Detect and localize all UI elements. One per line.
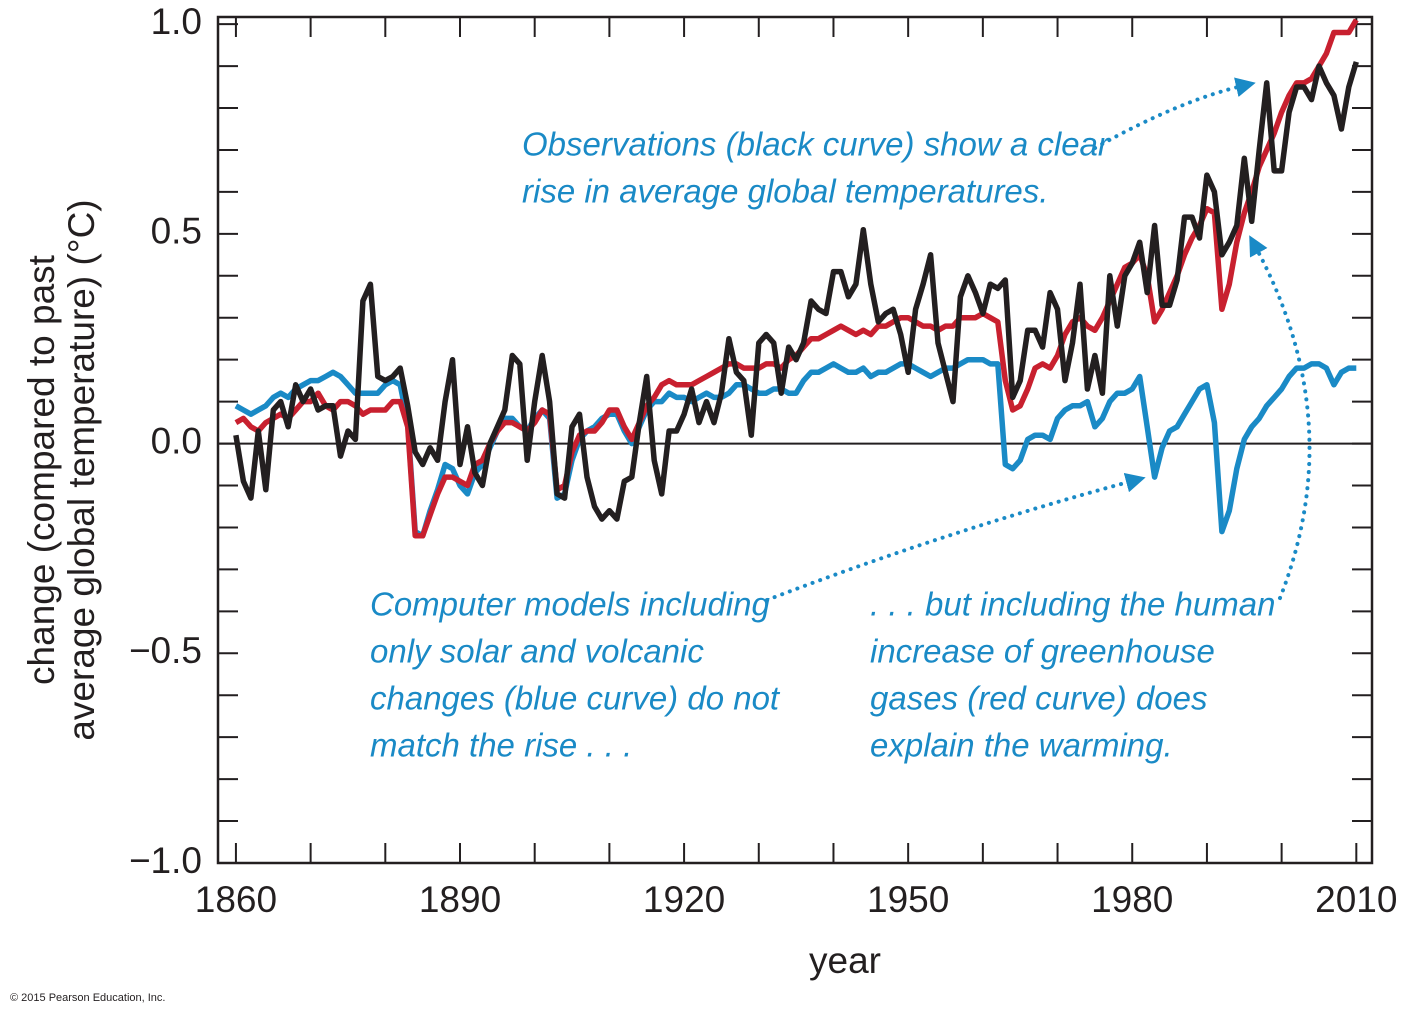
credit: © 2015 Pearson Education, Inc. bbox=[10, 992, 165, 1004]
annotation-line: changes (blue curve) do not bbox=[370, 680, 781, 717]
x-tick-label: 1890 bbox=[419, 879, 501, 920]
y-tick-label: −1.0 bbox=[129, 840, 202, 881]
annotation-line: match the rise . . . bbox=[370, 727, 632, 764]
annotation-line: only solar and volcanic bbox=[370, 633, 704, 670]
y-axis-label-line: average global temperature) (°C) bbox=[61, 199, 102, 740]
x-tick-label: 1920 bbox=[643, 879, 725, 920]
y-tick-label: 0.0 bbox=[151, 420, 202, 461]
annotation-line: . . . but including the human bbox=[870, 586, 1275, 623]
annotation-line: Observations (black curve) show a clear bbox=[522, 126, 1111, 163]
data-line bbox=[233, 61, 1359, 522]
annotation-arrow bbox=[1093, 77, 1256, 150]
annotation-line: gases (red curve) does bbox=[870, 680, 1208, 717]
x-tick-label: 1950 bbox=[867, 879, 949, 920]
annotation-line: Computer models including bbox=[370, 586, 771, 623]
y-tick-label: 0.5 bbox=[151, 211, 202, 252]
y-tick-label: −0.5 bbox=[129, 630, 202, 671]
annotation-line: explain the warming. bbox=[870, 727, 1173, 764]
x-axis-label: year bbox=[809, 940, 881, 981]
x-tick-label: 2010 bbox=[1315, 879, 1397, 920]
y-axis-label-line: change (compared to past bbox=[21, 254, 62, 685]
x-tick-label: 1980 bbox=[1091, 879, 1173, 920]
annotation-line: rise in average global temperatures. bbox=[522, 173, 1048, 210]
plot-area: 1860 1890 1920 1950 1980 2010 1.0 0.5 0.0 −0.5 −1.… bbox=[129, 1, 1398, 920]
y-axis-label: change (compared to past average global … bbox=[21, 199, 102, 740]
plot-frame bbox=[216, 15, 1374, 865]
x-tick-label: 1860 bbox=[195, 879, 277, 920]
y-tick-label: 1.0 bbox=[151, 1, 202, 42]
annotation-arrow bbox=[765, 472, 1146, 602]
data-line bbox=[234, 18, 1359, 539]
annotation-line: increase of greenhouse bbox=[870, 633, 1215, 670]
annotation-arrow bbox=[1249, 235, 1312, 600]
